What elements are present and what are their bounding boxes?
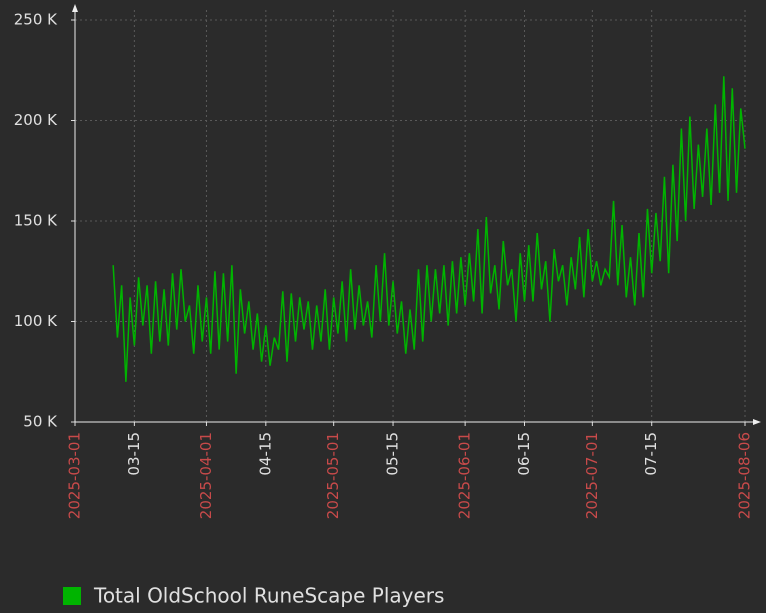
x-tick-label: 2025-08-06 bbox=[736, 432, 754, 519]
data-line bbox=[112, 76, 746, 382]
x-tick-label: 2025-04-01 bbox=[197, 432, 215, 519]
x-tick-label: 2025-06-01 bbox=[456, 432, 474, 519]
x-tick-label: 2025-07-01 bbox=[583, 432, 601, 519]
y-tick-label: 200 K bbox=[14, 111, 58, 129]
legend-label: Total OldSchool RuneScape Players bbox=[93, 584, 444, 608]
y-tick-label: 50 K bbox=[23, 413, 58, 431]
y-tick-label: 150 K bbox=[14, 212, 58, 230]
x-tick-label: 2025-03-01 bbox=[66, 432, 84, 519]
legend-swatch bbox=[63, 587, 81, 605]
axis-arrow bbox=[72, 4, 761, 425]
x-tick-label: 04-15 bbox=[256, 432, 274, 476]
y-tick-label: 250 K bbox=[14, 11, 58, 29]
axis bbox=[74, 6, 759, 423]
x-tick-label: 03-15 bbox=[125, 432, 143, 476]
x-tick-label: 06-15 bbox=[515, 432, 533, 476]
y-tick-label: 100 K bbox=[14, 312, 58, 330]
x-tick-label: 07-15 bbox=[642, 432, 660, 476]
x-tick-label: 05-15 bbox=[384, 432, 402, 476]
x-tick-label: 2025-05-01 bbox=[324, 432, 342, 519]
